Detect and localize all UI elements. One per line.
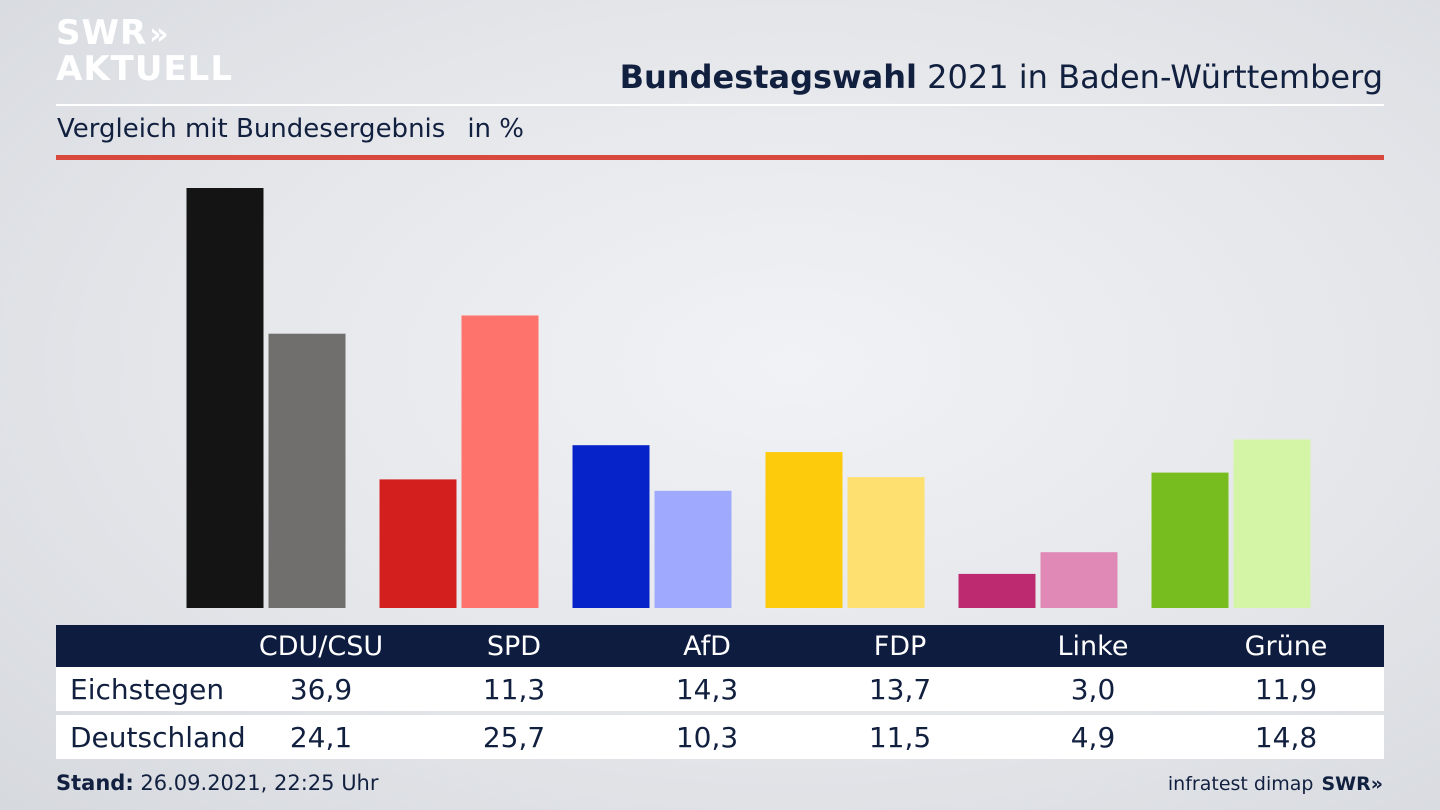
timestamp-value: 26.09.2021, 22:25 Uhr [140,771,379,795]
table-cell: 10,3 [675,720,739,754]
table-cell: 25,7 [482,720,546,754]
table-header-row: CDU/CSU SPD AfD FDP Linke Grüne [56,625,1384,667]
row-label: Deutschland [70,720,246,754]
bar-fdp-deutschland [847,477,925,608]
column-header: CDU/CSU [258,630,384,662]
table-row-deutschland: Deutschland 24,1 25,7 10,3 11,5 4,9 14,8 [56,715,1384,759]
bar-chart [186,188,1311,608]
timestamp-label: Stand: [56,771,134,795]
results-table: CDU/CSU SPD AfD FDP Linke Grüne Eichstegen 36,… [56,625,1384,759]
table-cell: 11,9 [1254,672,1318,706]
timestamp: Stand: 26.09.2021, 22:25 Uhr [56,771,379,795]
chart-subtitle-row: Vergleich mit Bundesergebnis in % [57,114,524,144]
column-header: FDP [873,630,927,662]
table-cell: 4,9 [1070,720,1116,754]
bar-afd-deutschland [654,490,732,608]
table-cell: 24,1 [289,720,353,754]
chart-title-rest: 2021 in Baden-Württemberg [927,58,1383,96]
title-divider [56,104,1384,106]
chart-subtitle: Vergleich mit Bundesergebnis [57,114,446,144]
unit-label: in % [467,114,524,144]
bar-afd-eichstegen [572,445,650,608]
bar-cdu-csu-eichstegen [186,188,264,608]
bar-linke-eichstegen [958,573,1036,608]
bar-spd-eichstegen [379,479,457,608]
source-name: infratest dimap [1167,773,1314,795]
accent-rule [56,155,1384,160]
logo-line1: SWR [56,13,148,53]
logo-line2: AKTUELL [56,49,234,89]
swr-aktuell-logo: SWR» AKTUELL [56,16,233,86]
table-cell: 11,3 [482,672,546,706]
bar-linke-deutschland [1040,552,1118,608]
table-row-eichstegen: Eichstegen 36,9 11,3 14,3 13,7 3,0 11,9 [56,667,1384,711]
source-credit: infratest dimap SWR» [1168,773,1383,795]
bar-fdp-eichstegen [765,452,843,608]
bar-spd-deutschland [461,315,539,608]
column-header: AfD [683,630,731,662]
table-cell: 11,5 [868,720,932,754]
row-label: Eichstegen [70,672,225,706]
bar-cdu-csu-deutschland [268,333,346,608]
column-header: Linke [1057,630,1129,662]
chart-title: Bundestagswahl 2021 in Baden-Württemberg [620,58,1383,96]
logo-chevrons-icon: » [149,17,170,52]
table-cell: 14,3 [675,672,739,706]
bar-gr-ne-eichstegen [1151,472,1229,608]
swr-brand-logo: SWR» [1321,773,1383,795]
bar-gr-ne-deutschland [1233,439,1311,608]
column-header: Grüne [1244,630,1328,662]
table-cell: 14,8 [1254,720,1318,754]
table-cell: 3,0 [1070,672,1116,706]
column-header: SPD [486,630,542,662]
table-cell: 13,7 [868,672,932,706]
chart-title-bold: Bundestagswahl [619,58,917,96]
table-cell: 36,9 [289,672,353,706]
